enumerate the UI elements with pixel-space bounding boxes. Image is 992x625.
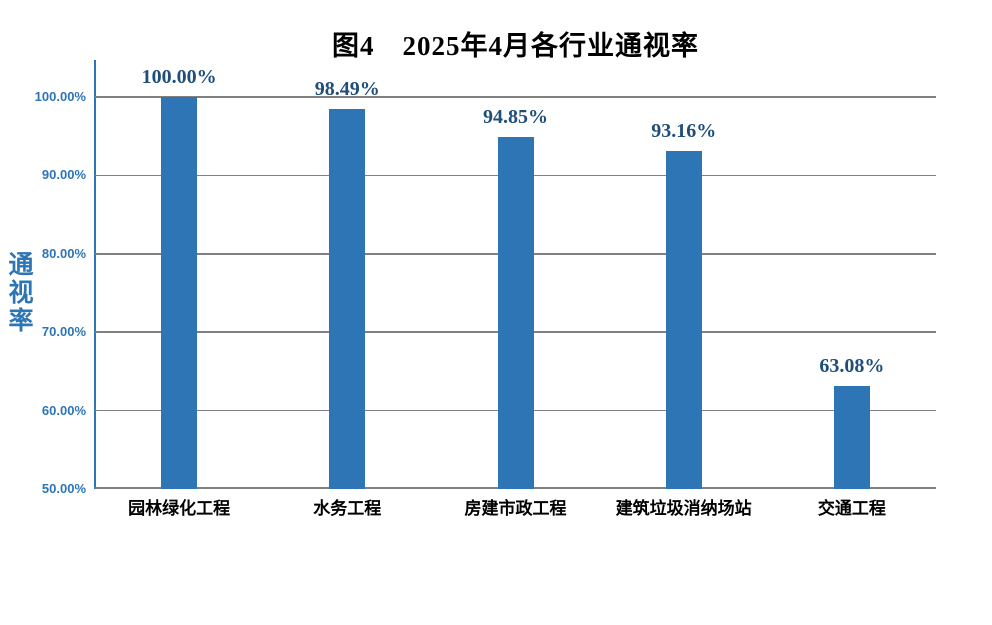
bar-value-label: 63.08% xyxy=(819,355,885,378)
y-tick-label: 50.00% xyxy=(41,481,86,496)
y-tick-label: 60.00% xyxy=(41,402,86,418)
y-tick-label: 80.00% xyxy=(41,245,86,261)
x-axis-category-label: 房建市政工程 xyxy=(464,499,567,518)
bar xyxy=(665,150,702,489)
y-tick-label: 100.00% xyxy=(34,89,86,104)
x-axis-category-label: 水务工程 xyxy=(313,499,382,518)
x-axis-category-label: 建筑垃圾消纳场站 xyxy=(615,499,752,518)
gridline xyxy=(95,96,936,98)
bar-value-label: 93.16% xyxy=(651,119,717,142)
y-axis-title: 通视率 xyxy=(5,251,32,335)
y-tick-label: 70.00% xyxy=(41,324,86,340)
bar xyxy=(161,97,198,489)
bar-value-label: 98.49% xyxy=(314,77,380,100)
chart-title: 图4 2025年4月各行业通视率 xyxy=(332,31,699,61)
x-axis-category-label: 园林绿化工程 xyxy=(128,499,231,518)
bar xyxy=(833,386,870,489)
y-tick-label: 90.00% xyxy=(41,167,86,183)
x-axis-category-label: 交通工程 xyxy=(817,499,886,518)
y-axis-line xyxy=(94,60,96,489)
plot-area: 100.00% 园林绿化工程 98.49% 水务工程 94.85% 房建市政工程 93.16… xyxy=(95,60,936,518)
bar-value-label: 100.00% xyxy=(141,66,217,88)
bar xyxy=(329,108,366,489)
bar-value-label: 94.85% xyxy=(483,106,548,129)
bar xyxy=(497,137,534,489)
